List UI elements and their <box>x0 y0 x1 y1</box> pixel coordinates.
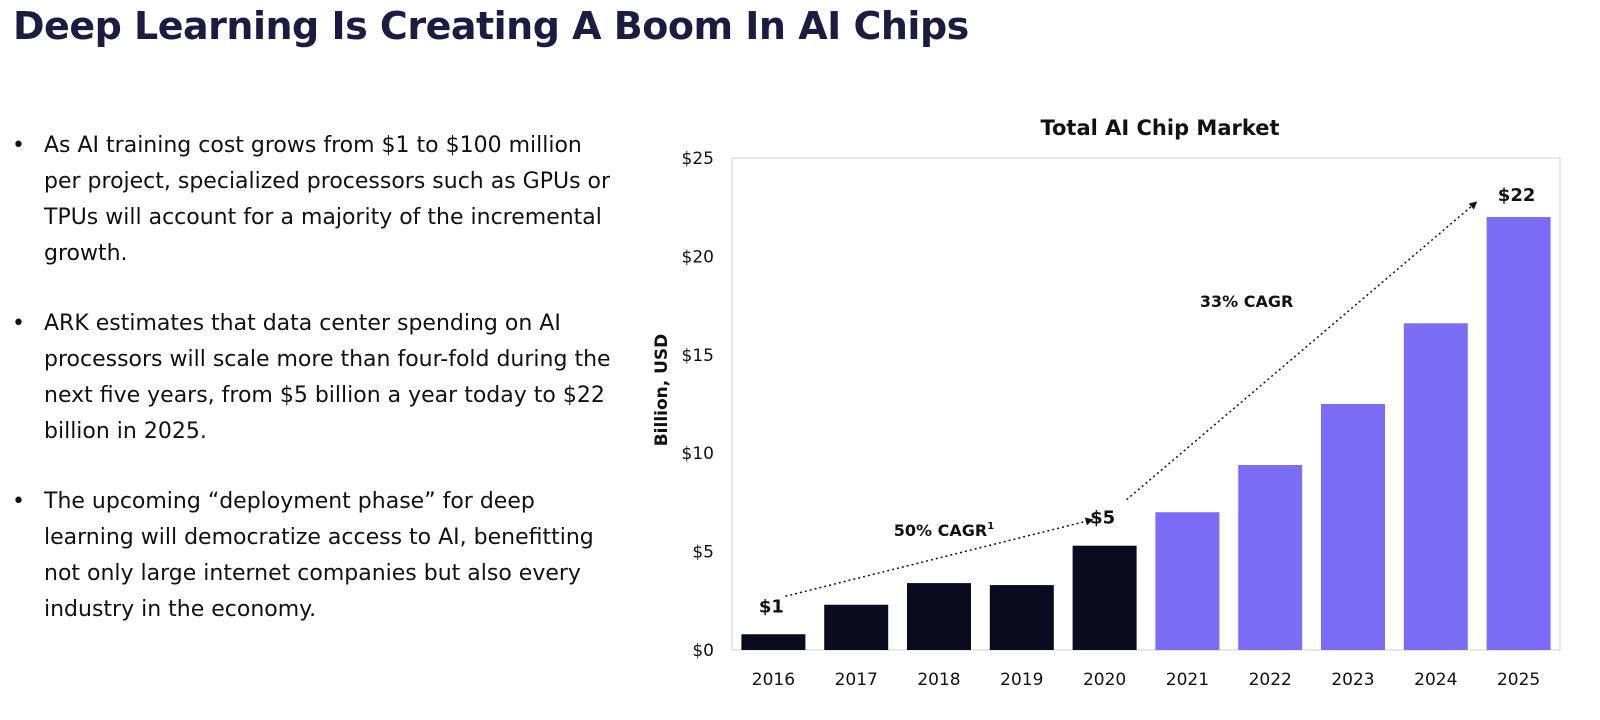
bullet-text: As AI training cost grows from $1 to $10… <box>44 133 611 266</box>
footnote-marker: 1 <box>987 521 994 532</box>
y-tick-label: $0 <box>692 641 714 661</box>
page-title: Deep Learning Is Creating A Boom In AI C… <box>13 4 969 48</box>
x-tick-label: 2023 <box>1331 670 1374 690</box>
cagr-annotation: 50% CAGR1 <box>894 521 994 540</box>
data-label: $5 <box>1090 508 1115 529</box>
data-label: $1 <box>759 596 784 617</box>
chart-title: Total AI Chip Market <box>1040 116 1279 140</box>
x-tick-label: 2021 <box>1166 670 1209 690</box>
bullet-icon: • <box>12 311 25 336</box>
bar-2020 <box>1072 545 1137 650</box>
bar-2017 <box>824 604 889 650</box>
x-tick-label: 2016 <box>752 670 795 690</box>
bullet-item: • ARK estimates that data center spendin… <box>12 306 622 450</box>
x-tick-label: 2025 <box>1497 670 1540 690</box>
x-tick-label: 2018 <box>917 670 960 690</box>
bar-2024 <box>1403 323 1468 650</box>
data-label: $22 <box>1498 185 1536 206</box>
y-axis-label: Billion, USD <box>652 334 672 447</box>
y-tick-label: $20 <box>682 247 714 267</box>
plot-frame <box>731 157 1561 651</box>
bar-2022 <box>1238 465 1303 650</box>
bar-2016 <box>741 634 806 650</box>
bullet-text: The upcoming “deployment phase” for deep… <box>44 489 594 622</box>
bullet-icon: • <box>12 489 25 514</box>
bullet-item: • The upcoming “deployment phase” for de… <box>12 484 622 628</box>
x-tick-label: 2022 <box>1249 670 1292 690</box>
bar-2021 <box>1155 512 1220 650</box>
bar-2019 <box>989 585 1054 650</box>
cagr-annotation: 33% CAGR <box>1200 292 1293 311</box>
bullet-text: ARK estimates that data center spending … <box>44 311 611 444</box>
y-tick-label: $15 <box>682 346 714 366</box>
y-tick-label: $5 <box>692 543 714 563</box>
bullet-list: • As AI training cost grows from $1 to $… <box>12 128 622 662</box>
cagr-arrow <box>1126 201 1478 501</box>
bar-2023 <box>1321 404 1385 650</box>
y-tick-label: $25 <box>682 149 714 169</box>
y-tick-label: $10 <box>682 444 714 464</box>
x-tick-label: 2024 <box>1414 670 1457 690</box>
x-tick-label: 2020 <box>1083 670 1126 690</box>
bar-2018 <box>907 583 971 650</box>
bar-2025 <box>1486 217 1551 650</box>
ai-chip-market-chart: Total AI Chip Market Billion, USD $0 $5 $1… <box>652 116 1561 690</box>
bullet-icon: • <box>12 133 25 158</box>
x-tick-label: 2019 <box>1000 670 1043 690</box>
x-tick-label: 2017 <box>835 670 878 690</box>
bullet-item: • As AI training cost grows from $1 to $… <box>12 128 622 272</box>
